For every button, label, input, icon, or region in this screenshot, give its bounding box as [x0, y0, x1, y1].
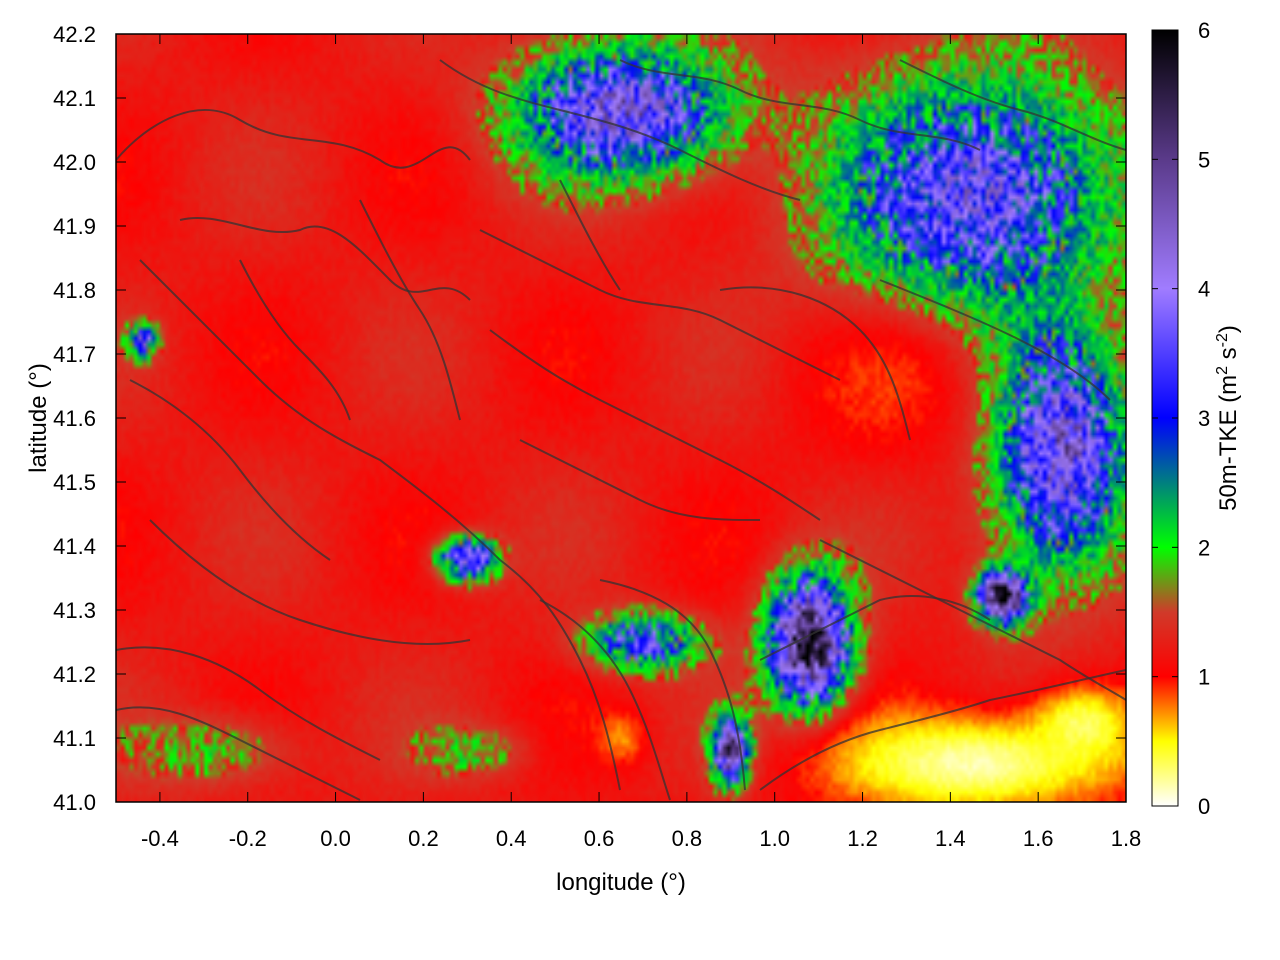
y-tick-label: 41.1: [53, 726, 96, 751]
x-tick-label: 0.2: [408, 826, 439, 851]
colorbar: 0 1 2 3 4 5 6 50m-TKE (m2 s-2): [1151, 18, 1242, 819]
contour-line: [759, 595, 991, 661]
colorbar-title: 50m-TKE (m2 s-2): [1214, 325, 1242, 511]
heatmap-field: [116, 34, 1126, 802]
x-tick-label: 1.8: [1111, 826, 1142, 851]
plot-area: [116, 34, 1126, 802]
colorbar-tick-label: 4: [1198, 277, 1210, 302]
contour-line: [439, 59, 801, 201]
x-axis-title: longitude (°): [556, 869, 686, 896]
y-axis: 41.0 41.1 41.2 41.3 41.4 41.5 41.6 41.7 41.8 41.9…: [53, 22, 1126, 815]
y-tick-label: 42.2: [53, 22, 96, 47]
x-tick-label: -0.4: [141, 826, 179, 851]
y-tick-label: 41.7: [53, 342, 96, 367]
x-tick-label: 0.6: [584, 826, 615, 851]
contour-line: [539, 599, 671, 801]
contour-line: [116, 646, 381, 761]
contour-line: [139, 259, 501, 561]
x-tick-label: 1.4: [935, 826, 966, 851]
contour-line: [479, 229, 841, 381]
contour-line: [879, 279, 1111, 401]
contour-line: [759, 669, 1126, 791]
x-axis: -0.4 -0.2 0.0 0.2 0.4 0.6 0.8 1.0 1.2 1.4 1.6 1.8: [141, 34, 1141, 851]
colorbar-tick-label: 1: [1198, 665, 1210, 690]
contour-line: [489, 329, 821, 521]
contour-line: [179, 216, 471, 301]
y-tick-label: 41.4: [53, 534, 96, 559]
contour-line: [116, 109, 471, 169]
y-tick-label: 41.2: [53, 662, 96, 687]
colorbar-tick-label: 0: [1198, 794, 1210, 819]
colorbar-ticks: 0 1 2 3 4 5 6: [1152, 18, 1210, 819]
y-tick-label: 41.3: [53, 598, 96, 623]
contour-line: [719, 286, 911, 441]
y-axis-title: latitude (°): [25, 363, 52, 473]
y-tick-label: 41.5: [53, 470, 96, 495]
contour-line: [239, 259, 351, 421]
colorbar-tick-label: 6: [1198, 18, 1210, 43]
contour-line: [519, 439, 761, 521]
x-tick-label: 1.0: [759, 826, 790, 851]
y-tick-label: 41.0: [53, 790, 96, 815]
contour-line: [129, 379, 331, 561]
x-tick-label: -0.2: [229, 826, 267, 851]
colorbar-tick-label: 5: [1198, 147, 1210, 172]
contour-line: [499, 559, 621, 791]
y-tick-label: 41.6: [53, 406, 96, 431]
colorbar-tick-label: 2: [1198, 535, 1210, 560]
x-tick-label: 0.8: [672, 826, 703, 851]
contour-line: [899, 59, 1126, 151]
y-tick-label: 42.1: [53, 86, 96, 111]
x-tick-label: 0.0: [320, 826, 351, 851]
contour-line: [819, 539, 1126, 701]
contour-line: [599, 579, 746, 791]
contour-line: [149, 519, 471, 645]
y-tick-label: 41.8: [53, 278, 96, 303]
y-tick-label: 41.9: [53, 214, 96, 239]
contour-line: [116, 706, 361, 801]
terrain-contours: [116, 59, 1126, 801]
contour-line: [359, 199, 461, 421]
y-tick-label: 42.0: [53, 150, 96, 175]
colorbar-tick-label: 3: [1198, 406, 1210, 431]
x-tick-label: 1.6: [1023, 826, 1054, 851]
contour-line: [559, 179, 621, 291]
x-tick-label: 0.4: [496, 826, 527, 851]
contour-line: [619, 59, 981, 151]
x-tick-label: 1.2: [847, 826, 878, 851]
